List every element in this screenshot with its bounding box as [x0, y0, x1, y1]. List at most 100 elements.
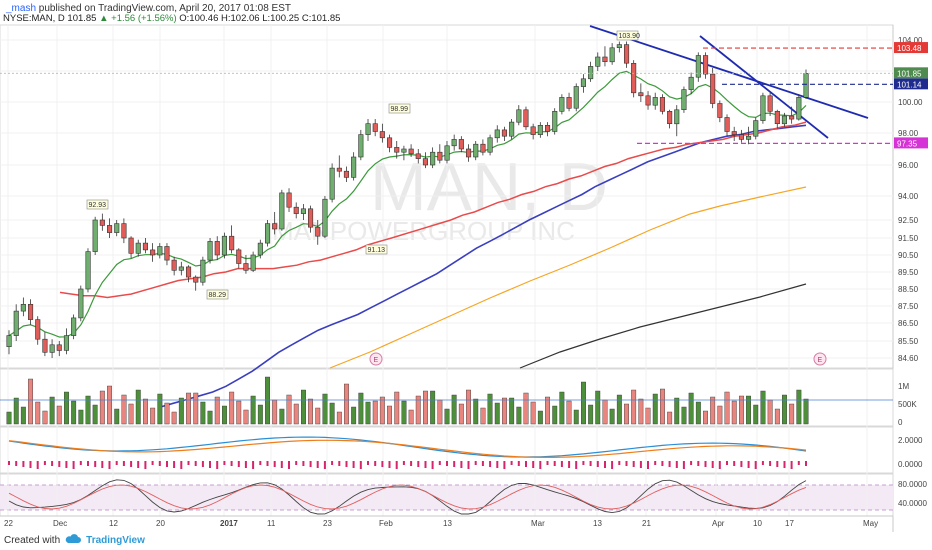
candle-body	[293, 206, 299, 214]
volume-bar	[703, 410, 708, 425]
level-tag	[894, 78, 928, 90]
volume-bar	[796, 389, 802, 425]
candle-body	[272, 223, 278, 230]
time-tick-label: 12	[109, 519, 118, 528]
candle-body	[451, 139, 457, 147]
current-price-tag	[894, 67, 928, 79]
macd-histogram-bar	[374, 461, 377, 466]
macd-histogram-bar	[72, 461, 75, 469]
volume-bar	[92, 404, 98, 425]
candle-body	[458, 139, 464, 150]
volume-bar	[236, 400, 242, 425]
macd-histogram-bar	[259, 461, 262, 465]
macd-histogram-bar	[180, 461, 183, 469]
volume-bar	[789, 403, 795, 425]
candle-body	[602, 56, 608, 62]
volume-bar	[121, 394, 127, 425]
macd-histogram-bar	[625, 461, 628, 466]
pivot-box	[86, 199, 109, 210]
macd-histogram-bar	[424, 461, 427, 468]
macd-histogram-bar	[187, 461, 190, 465]
tradingview-brand[interactable]: TradingView	[86, 535, 145, 546]
sma20-line	[59, 121, 807, 299]
price-change: ▲ +1.56 (+1.56%)	[99, 13, 177, 24]
macd-histogram-bar	[510, 461, 513, 465]
candle-body	[408, 148, 414, 155]
volume-bar	[85, 395, 91, 425]
macd-tick-label: 2.0000	[898, 436, 923, 445]
volume-bar	[329, 402, 335, 425]
volume-bar	[229, 391, 235, 425]
macd-histogram-bar	[51, 461, 54, 466]
candle-body	[803, 73, 809, 98]
macd-lines	[8, 436, 807, 469]
macd-histogram-bar	[438, 461, 441, 465]
volume-bar	[602, 399, 608, 425]
candle-body	[20, 303, 26, 312]
volume-bar	[760, 390, 766, 425]
author-link[interactable]: _mash	[6, 3, 37, 14]
price-tick-label: 86.50	[898, 319, 919, 328]
candle-body	[588, 66, 594, 80]
candle-body	[573, 86, 579, 109]
volume-bar	[782, 394, 787, 425]
macd-histogram-bar	[395, 461, 398, 469]
macd-histogram-bar	[94, 461, 97, 467]
volume-bar	[250, 395, 256, 425]
time-tick-label: Apr	[712, 519, 725, 528]
level-tag-label: 97.35	[897, 139, 918, 148]
volume-bar	[35, 401, 41, 425]
candle-body	[487, 137, 493, 153]
candle-body	[731, 131, 737, 135]
candle-body	[738, 134, 745, 140]
time-tick-label: 10	[753, 519, 762, 528]
macd-histogram-bar	[223, 461, 226, 465]
volume-bar	[128, 403, 134, 425]
candle-body	[286, 192, 292, 208]
volume-bar	[695, 401, 701, 425]
candle-body	[63, 335, 69, 351]
candle-body	[580, 78, 587, 87]
macd-histogram-bar	[726, 461, 728, 465]
volume-bar	[301, 389, 306, 425]
candle-body	[178, 266, 184, 271]
volume-bar	[387, 405, 392, 425]
candle-body	[386, 137, 393, 148]
stoch-tick-label: 40.0000	[898, 499, 927, 508]
macd-histogram-bar	[252, 461, 255, 469]
candle-body	[437, 151, 443, 161]
macd-histogram-bar	[101, 461, 104, 468]
volume-bar	[423, 390, 428, 425]
pivot-box	[388, 103, 411, 114]
watermark-ticker: MAN, D	[370, 149, 608, 225]
macd-histogram-bar	[122, 461, 125, 466]
volume-bar	[193, 392, 199, 425]
volume-bar	[315, 407, 321, 425]
macd-histogram-bar	[783, 461, 786, 468]
macd-histogram-bar	[690, 461, 693, 465]
candle-body	[121, 223, 127, 239]
macd-histogram-bar	[87, 461, 89, 466]
volume-bar	[710, 396, 716, 425]
candle-body	[523, 109, 529, 128]
volume-bar	[6, 411, 12, 425]
close-value: C:101.85	[301, 13, 341, 24]
volume-bar	[537, 410, 543, 425]
macd-histogram-bar	[79, 461, 82, 465]
volume-bar	[401, 400, 407, 425]
candle-body	[745, 135, 752, 140]
time-tick-label: 22	[4, 519, 13, 528]
candle-body	[164, 246, 170, 261]
candle-body	[257, 242, 263, 256]
created-with-text: Created with	[4, 535, 61, 546]
volume-bar	[408, 409, 414, 425]
volume-bar	[803, 398, 809, 425]
pivot-label: 103.90	[619, 33, 641, 40]
volume-bar	[494, 402, 500, 425]
volume-bar	[573, 409, 579, 425]
ema10-line	[8, 70, 807, 338]
volume-bar	[415, 395, 421, 425]
horizontal-levels	[0, 47, 893, 144]
volume-bar	[344, 383, 349, 425]
